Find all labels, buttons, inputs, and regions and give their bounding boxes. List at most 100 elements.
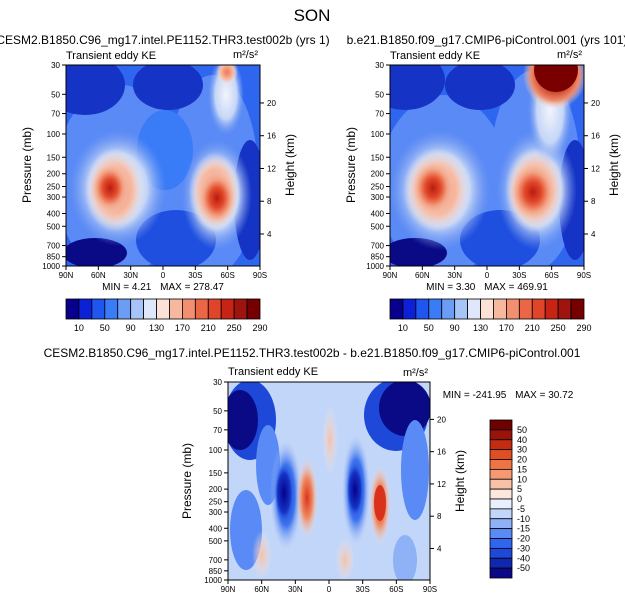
panel-control-max: 469.91 bbox=[517, 282, 548, 293]
panel-control-subtitle: Transient eddy KE bbox=[390, 50, 480, 62]
y2-tick-label: 12 bbox=[591, 164, 600, 173]
y-tick-label: 70 bbox=[51, 110, 60, 119]
panel-test-minmax: MIN = 4.21 MAX = 278.47 bbox=[102, 282, 224, 293]
colorbar-label: 290 bbox=[576, 323, 591, 333]
colorbar-label: 90 bbox=[450, 323, 460, 333]
x-tick-label: 0 bbox=[485, 271, 490, 280]
y-tick-label: 30 bbox=[51, 61, 60, 70]
y-tick-label: 50 bbox=[213, 407, 222, 416]
y-tick-label: 30 bbox=[213, 378, 222, 387]
panel-control-min: 3.30 bbox=[456, 282, 476, 293]
colorbar-swatch bbox=[402, 298, 417, 320]
x-tick-label: 30N bbox=[447, 271, 462, 280]
colorbar-swatch bbox=[65, 298, 80, 320]
panel-control-title: b.e21.B1850.f09_g17.CMIP6-piControl.001 … bbox=[347, 33, 625, 47]
panel-test-max-label: MAX = bbox=[160, 282, 190, 293]
panel-test-title: CESM2.B1850.C96_mg17.intel.PE1152.THR3.t… bbox=[0, 33, 330, 47]
panel-control-ylabel: Pressure (mb) bbox=[344, 127, 358, 203]
colorbar-label: -30 bbox=[517, 543, 530, 553]
colorbar-swatch bbox=[518, 298, 533, 320]
page-title: SON bbox=[294, 6, 331, 25]
colorbar-swatch bbox=[489, 538, 513, 549]
panel-diff-title: CESM2.B1850.C96_mg17.intel.PE1152.THR3.t… bbox=[44, 346, 581, 360]
x-tick-label: 30N bbox=[288, 585, 303, 594]
y-tick-label: 850 bbox=[47, 253, 61, 262]
colorbar-label: 50 bbox=[100, 323, 110, 333]
y-tick-label: 1000 bbox=[204, 576, 222, 585]
y-tick-label: 70 bbox=[375, 110, 384, 119]
colorbar-swatch bbox=[505, 298, 520, 320]
colorbar-label: -20 bbox=[517, 534, 530, 544]
colorbar-label: 210 bbox=[525, 323, 540, 333]
panel-control-axes: 90N 60N 30N 0 30S 60S 90S 30 50 70 100 150 200 250300… bbox=[366, 61, 600, 280]
x-tick-label: 60S bbox=[545, 271, 559, 280]
colorbar-swatch bbox=[233, 298, 248, 320]
colorbar-label: -15 bbox=[517, 524, 530, 534]
y-tick-label: 250 bbox=[209, 498, 223, 507]
colorbar-swatch bbox=[489, 518, 513, 530]
colorbar-swatch bbox=[169, 298, 183, 320]
colorbar-swatch bbox=[489, 478, 513, 490]
panel-test: CESM2.B1850.C96_mg17.intel.PE1152.THR3.t… bbox=[0, 33, 330, 333]
colorbar-swatch bbox=[220, 298, 235, 320]
y2-tick-label: 8 bbox=[591, 197, 596, 206]
panel-diff-min: -241.95 bbox=[472, 390, 506, 401]
y-tick-label: 400 bbox=[47, 209, 61, 218]
y-tick-label: 200 bbox=[209, 485, 223, 494]
colorbar-swatch bbox=[389, 298, 404, 320]
panel-diff-units: m²/s² bbox=[403, 367, 428, 379]
colorbar-swatch bbox=[489, 508, 513, 520]
y2-tick-label: 12 bbox=[437, 480, 446, 489]
panel-diff-ylabel: Pressure (mb) bbox=[180, 443, 194, 519]
panel-control-y2label: Height (km) bbox=[607, 134, 621, 196]
colorbar-label: 210 bbox=[201, 323, 216, 333]
x-tick-label: 90S bbox=[423, 585, 437, 594]
y-tick-label: 100 bbox=[209, 446, 223, 455]
colorbar-swatch bbox=[489, 468, 513, 480]
panel-diff-field bbox=[228, 382, 430, 580]
colorbar-swatch bbox=[207, 298, 222, 320]
panel-control: b.e21.B1850.f09_g17.CMIP6-piControl.001 … bbox=[344, 33, 625, 333]
y-tick-label: 300 bbox=[209, 508, 223, 517]
panel-control-field bbox=[390, 65, 584, 266]
panel-control-max-label: MAX = bbox=[484, 282, 514, 293]
panel-test-min: 4.21 bbox=[132, 282, 152, 293]
colorbar-swatch bbox=[117, 298, 132, 320]
colorbar-label: -5 bbox=[517, 504, 525, 514]
y-tick-label: 1000 bbox=[42, 262, 60, 271]
colorbar-label: 50 bbox=[424, 323, 434, 333]
y-tick-label: 400 bbox=[209, 524, 223, 533]
x-tick-label: 60S bbox=[221, 271, 235, 280]
colorbar-swatch bbox=[143, 298, 157, 320]
y-tick-label: 50 bbox=[375, 90, 384, 99]
panel-test-y2label: Height (km) bbox=[283, 134, 297, 196]
y2-tick-label: 4 bbox=[591, 230, 596, 239]
colorbar-swatch bbox=[480, 298, 494, 320]
y2-tick-label: 12 bbox=[267, 164, 276, 173]
colorbar-swatch bbox=[130, 298, 145, 320]
x-tick-label: 60N bbox=[91, 271, 106, 280]
colorbar-label: 90 bbox=[126, 323, 136, 333]
colorbar-label: 10 bbox=[398, 323, 408, 333]
y-tick-label: 100 bbox=[371, 130, 385, 139]
colorbar-swatch bbox=[489, 498, 513, 510]
colorbar-swatch bbox=[467, 298, 481, 320]
colorbar-swatch bbox=[489, 567, 513, 579]
y-tick-label: 1000 bbox=[366, 262, 384, 271]
panel-test-subtitle: Transient eddy KE bbox=[66, 50, 156, 62]
y2-tick-label: 16 bbox=[267, 132, 276, 141]
colorbar-label: 170 bbox=[175, 323, 190, 333]
colorbar-swatch bbox=[415, 298, 430, 320]
x-tick-label: 30S bbox=[188, 271, 202, 280]
x-tick-label: 30S bbox=[512, 271, 526, 280]
colorbar-swatch bbox=[181, 298, 196, 320]
x-tick-label: 90N bbox=[59, 271, 74, 280]
x-tick-label: 0 bbox=[327, 585, 332, 594]
colorbar-swatch bbox=[531, 298, 546, 320]
colorbar-swatch bbox=[489, 429, 513, 441]
colorbar-label: 40 bbox=[517, 435, 527, 445]
y-tick-label: 850 bbox=[209, 567, 223, 576]
colorbar-swatch bbox=[570, 298, 585, 320]
y2-tick-label: 20 bbox=[267, 99, 276, 108]
